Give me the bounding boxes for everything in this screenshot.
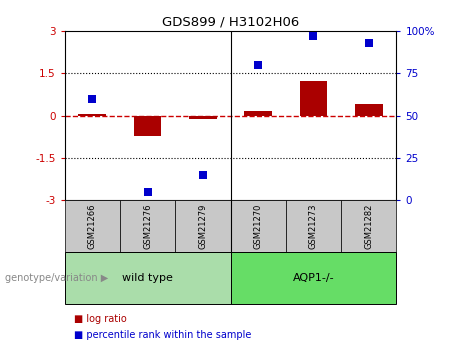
Bar [300,81,327,116]
Point [144,189,151,195]
Text: ■ log ratio: ■ log ratio [74,314,126,324]
Bar [341,200,396,252]
Bar [189,116,217,119]
Bar [120,200,175,252]
Bar [244,111,272,116]
Text: genotype/variation ▶: genotype/variation ▶ [5,273,108,283]
Text: AQP1-/-: AQP1-/- [293,273,334,283]
Point [365,40,372,46]
Bar [230,252,396,304]
Bar [355,104,383,116]
Text: ■ percentile rank within the sample: ■ percentile rank within the sample [74,330,251,339]
Text: GSM21282: GSM21282 [364,203,373,249]
Point [254,62,262,68]
Point [199,172,207,177]
Bar [286,200,341,252]
Text: GSM21279: GSM21279 [198,203,207,249]
Text: wild type: wild type [122,273,173,283]
Bar [65,252,230,304]
Text: GSM21273: GSM21273 [309,203,318,249]
Bar [65,200,120,252]
Bar [230,200,286,252]
Point [310,33,317,39]
Text: GSM21270: GSM21270 [254,203,263,249]
Bar [175,200,230,252]
Title: GDS899 / H3102H06: GDS899 / H3102H06 [162,16,299,29]
Point [89,96,96,101]
Bar [134,116,161,136]
Bar [78,114,106,116]
Text: GSM21276: GSM21276 [143,203,152,249]
Text: GSM21266: GSM21266 [88,203,97,249]
